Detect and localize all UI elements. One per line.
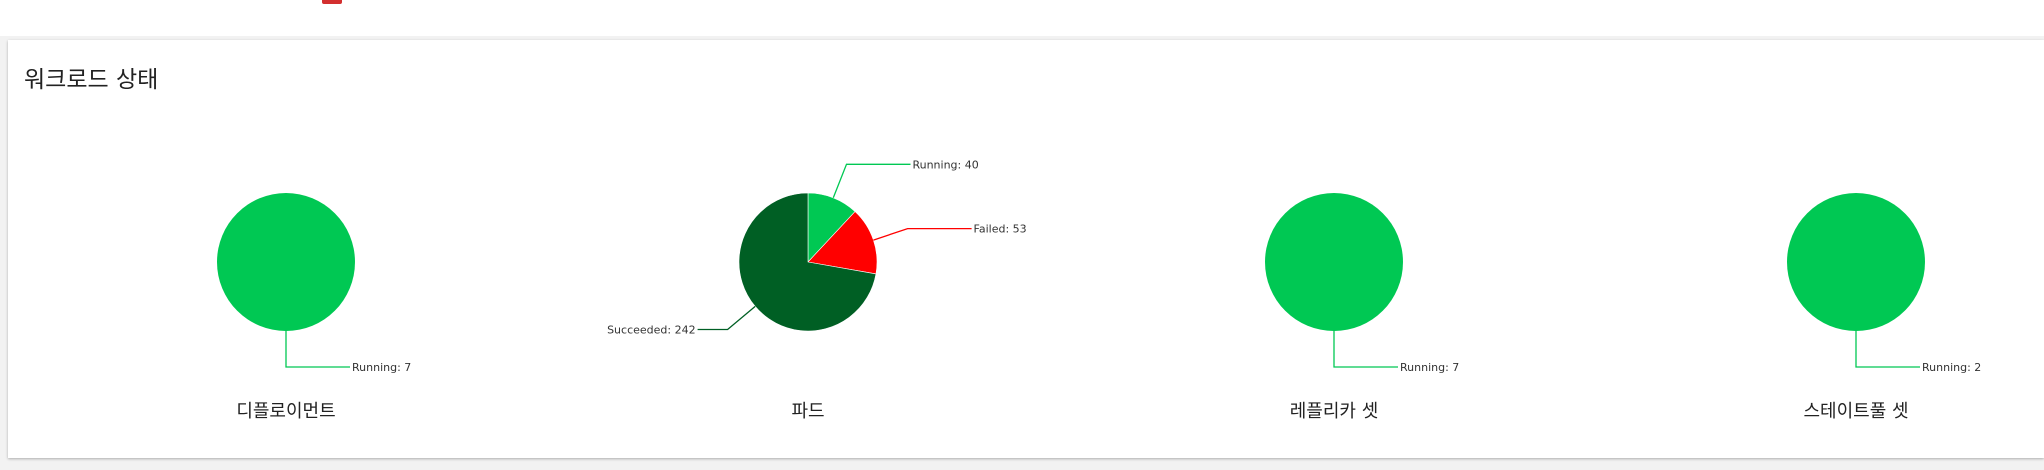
- section-title: 워크로드 상태: [24, 67, 159, 93]
- chart-caption-deployment: 디플로이먼트: [236, 401, 336, 422]
- workload-status-card: 워크로드 상태 Running: 7 Running: 40 Failed: 53 S…: [8, 40, 2044, 458]
- leader-line-succeeded: [697, 305, 756, 331]
- pie-slice-running: [1787, 193, 1925, 331]
- chart-caption-pod: 파드: [791, 401, 825, 422]
- pie-charts: Running: 7 Running: 40 Failed: 53 Succeeded…: [217, 158, 1981, 374]
- pie-label-running: Running: 2: [1922, 361, 1981, 374]
- leader-line-failed: [873, 227, 972, 241]
- leader-line-running: [1855, 331, 1920, 368]
- leader-line-running: [285, 331, 350, 368]
- pie-slice-running: [217, 193, 355, 331]
- active-tab-indicator: [322, 0, 342, 4]
- top-bar: [0, 0, 2044, 36]
- pie-slice-running: [1265, 193, 1403, 331]
- pie-label-running: Running: 40: [912, 158, 978, 171]
- pie-label-failed: Failed: 53: [974, 223, 1027, 236]
- leader-line-running: [1333, 331, 1398, 368]
- leader-line-running: [832, 163, 911, 199]
- chart-caption-replicaset: 레플리카 셋: [1289, 401, 1379, 422]
- pie-label-running: Running: 7: [352, 361, 411, 374]
- pie-label-running: Running: 7: [1400, 361, 1459, 374]
- chart-caption-statefulset: 스테이트풀 셋: [1803, 401, 1909, 422]
- pie-label-succeeded: Succeeded: 242: [607, 324, 696, 337]
